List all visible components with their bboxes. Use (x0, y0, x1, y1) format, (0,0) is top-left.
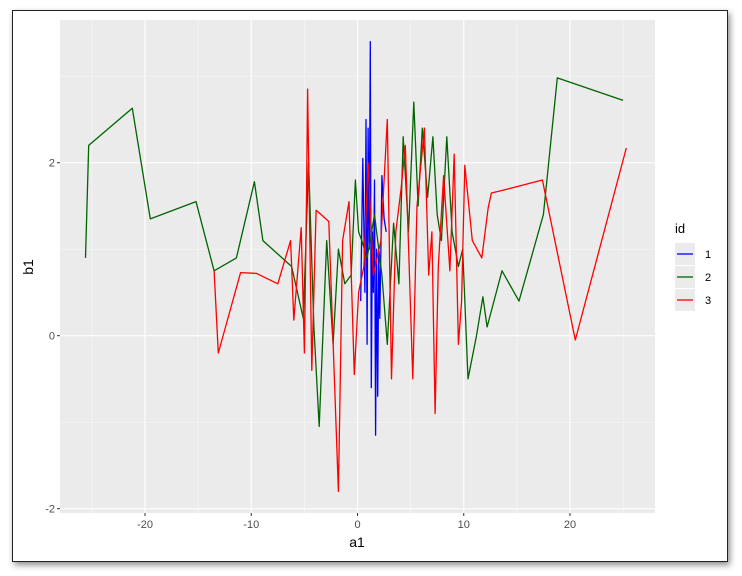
major-gridlines (60, 20, 655, 513)
minor-gridlines (60, 20, 655, 513)
y-tick-label: 2 (49, 158, 55, 170)
series-line-2 (84, 77, 624, 428)
x-axis-ticks: -20 -10 0 10 20 (137, 513, 576, 531)
legend-label-1: 1 (705, 249, 711, 261)
series-lines (84, 40, 627, 493)
x-tick-label: 20 (564, 519, 576, 531)
y-tick-label: -2 (45, 504, 55, 516)
x-tick-label: -20 (137, 519, 153, 531)
y-axis-title: b1 (20, 259, 36, 275)
legend-label-2: 2 (705, 272, 711, 284)
line-chart: -20 -10 0 10 20 -202 a1 b1 id 123 (20, 20, 711, 550)
y-tick-label: 0 (49, 331, 55, 343)
x-tick-label: 0 (354, 519, 360, 531)
series-line-3 (213, 88, 627, 493)
y-axis-ticks: -2 0 2 (45, 158, 60, 516)
x-tick-label: 10 (458, 519, 470, 531)
legend-title: id (675, 221, 685, 236)
x-axis-title: a1 (349, 534, 365, 550)
x-tick-label: -10 (243, 519, 259, 531)
legend-label-3: 3 (705, 295, 711, 307)
legend: id 1 2 3 (675, 221, 711, 311)
